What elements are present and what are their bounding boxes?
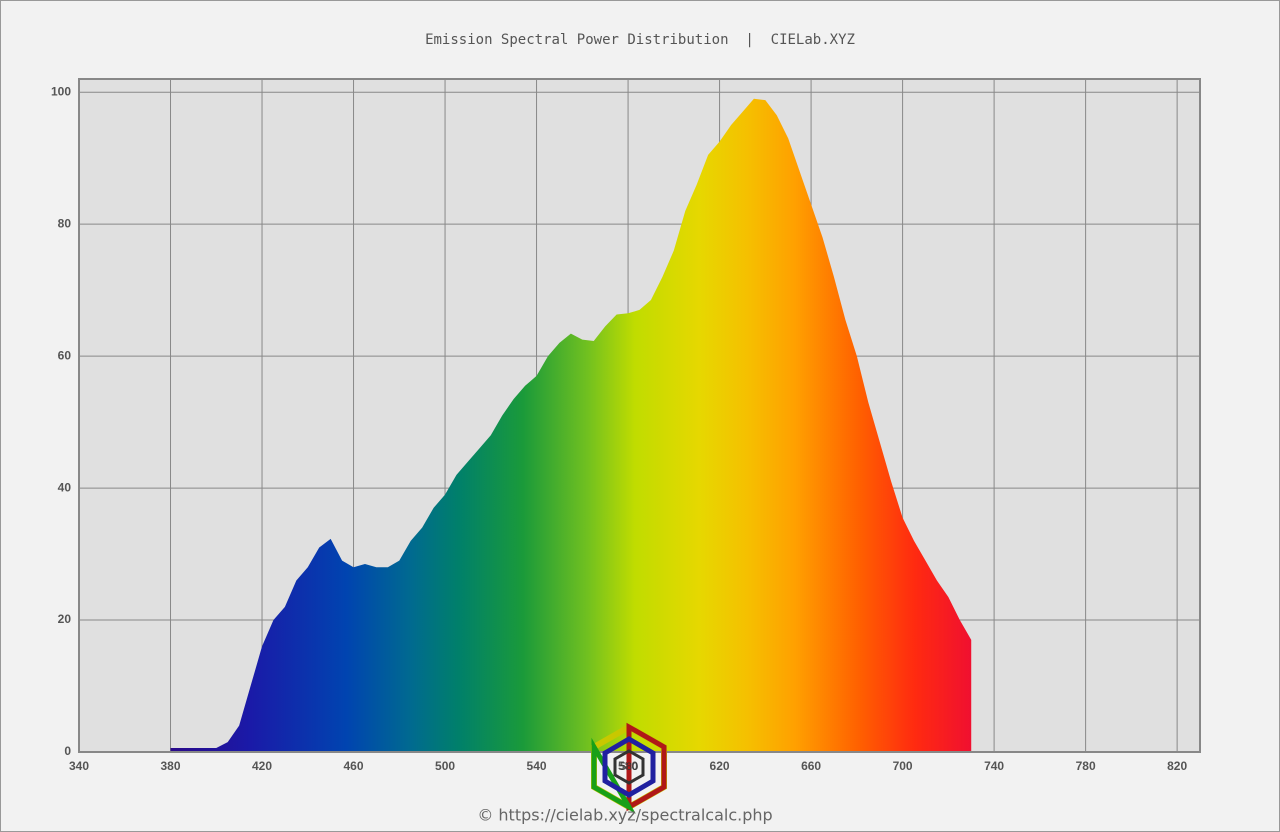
spectrum-area xyxy=(170,98,972,752)
y-tick-label: 40 xyxy=(58,480,72,494)
logo: 580 xyxy=(591,722,667,814)
footer: © https://cielab.xyz/spectralcalc.php xyxy=(477,806,772,825)
y-tick-label: 100 xyxy=(51,84,71,98)
x-tick-label: 780 xyxy=(1076,759,1096,773)
y-tick-label: 0 xyxy=(64,744,71,758)
x-tick-label: 660 xyxy=(801,759,821,773)
x-tick-label: 820 xyxy=(1167,759,1187,773)
x-tick-label: 380 xyxy=(160,759,180,773)
x-tick-label: 500 xyxy=(435,759,455,773)
logo-text: 580 xyxy=(620,761,638,773)
x-tick-label: 540 xyxy=(527,759,547,773)
x-tick-label: 420 xyxy=(252,759,272,773)
x-tick-label: 700 xyxy=(893,759,913,773)
x-tick-label: 620 xyxy=(710,759,730,773)
y-tick-label: 20 xyxy=(58,612,72,626)
y-tick-label: 80 xyxy=(58,216,72,230)
y-tick-label: 60 xyxy=(58,348,72,362)
x-tick-label: 460 xyxy=(344,759,364,773)
plot-border xyxy=(78,78,1201,753)
x-tick-label: 340 xyxy=(69,759,89,773)
chart-title: Emission Spectral Power Distribution | C… xyxy=(425,32,855,48)
x-tick-label: 740 xyxy=(984,759,1004,773)
